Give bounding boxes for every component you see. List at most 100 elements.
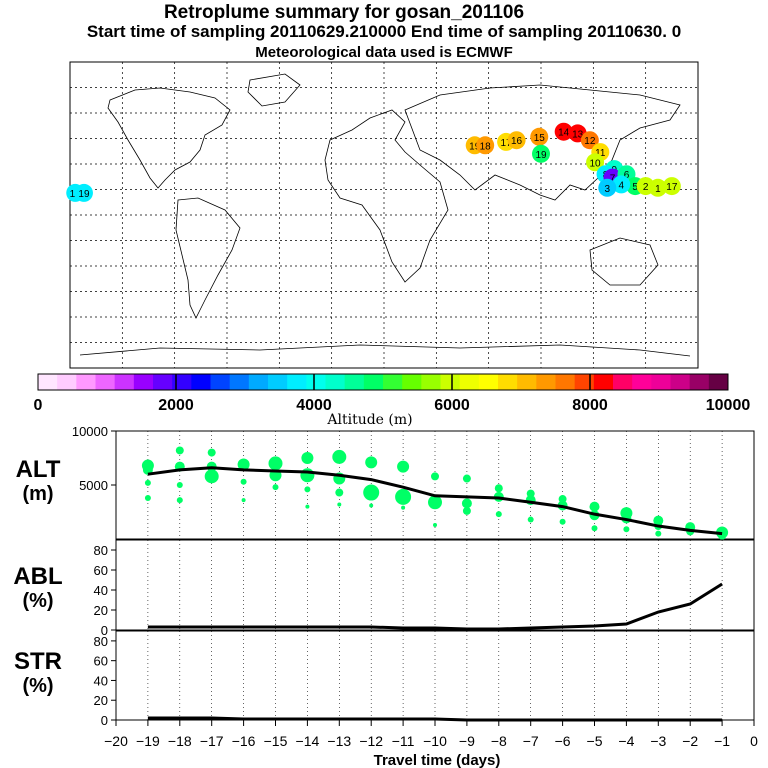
- y-tick-label: 0: [101, 623, 108, 638]
- alt-cluster-point: [655, 530, 662, 537]
- plume-marker-dot: [74, 183, 93, 202]
- plume-marker-dot: [554, 122, 573, 141]
- y-tick-label: 40: [94, 583, 108, 598]
- y-tick-label: 40: [94, 673, 108, 688]
- alt-cluster-point: [527, 516, 534, 523]
- plume-marker-label: 19: [78, 189, 90, 200]
- plume-marker-label: 4: [618, 180, 624, 191]
- abl-unit-text: (%): [22, 590, 54, 612]
- plume-marker-label: 2: [643, 182, 649, 193]
- alt-series-line: [147, 466, 723, 536]
- y-tick-label: 20: [94, 693, 108, 708]
- alt-cluster-point: [462, 506, 471, 515]
- x-tick-label: −8: [491, 733, 507, 749]
- north-america-coast: [107, 87, 231, 189]
- alt-cluster-point: [365, 456, 378, 469]
- alt-cluster-point: [304, 486, 311, 493]
- alt-cluster-point: [237, 458, 250, 471]
- alt-cluster-point: [240, 478, 247, 485]
- alt-cluster-point: [428, 495, 442, 510]
- x-tick-label: −19: [136, 733, 160, 749]
- str-panel: 0 20 40 60 80: [94, 630, 755, 728]
- plume-marker-label: 19: [469, 141, 481, 152]
- plume-marker-label: 5: [632, 182, 638, 193]
- plume-marker-label: 6: [624, 170, 630, 181]
- alt-cluster-point: [559, 518, 566, 525]
- x-tick-label: −12: [359, 733, 383, 749]
- alt-cluster-point: [175, 446, 184, 455]
- alt-cluster-point: [589, 501, 600, 512]
- plume-marker-dot: [648, 178, 667, 197]
- abl-series-line: [147, 582, 723, 631]
- abl-panel-label: ABL (%): [0, 565, 76, 613]
- alt-cluster-point: [144, 479, 151, 486]
- y-tick-label: 5000: [79, 478, 108, 493]
- plume-marker-label: 11: [595, 148, 606, 159]
- alt-cluster-point: [207, 448, 216, 457]
- alt-cluster-point: [176, 482, 183, 488]
- x-tick-label: −7: [523, 733, 539, 749]
- plume-marker-dot: [580, 131, 599, 150]
- y-tick-label: 0: [101, 713, 108, 728]
- plume-marker-label: 10: [590, 158, 602, 169]
- plume-marker-label: 3: [605, 184, 611, 195]
- str-panel-label: STR (%): [0, 650, 76, 698]
- plume-marker-label: 17: [501, 138, 513, 149]
- alt-cluster-point: [591, 525, 598, 532]
- abl-label-text: ABL: [13, 563, 63, 590]
- y-tick-label: 60: [94, 563, 108, 578]
- x-tick-label: −20: [104, 733, 128, 749]
- alt-cluster-point: [144, 494, 151, 501]
- alt-cluster-point: [462, 474, 471, 483]
- y-tick-label: 20: [94, 603, 108, 618]
- australia-coast: [589, 237, 659, 286]
- x-tick-label: 0: [750, 733, 758, 749]
- str-unit-text: (%): [22, 675, 54, 697]
- x-tick-label: −18: [168, 733, 192, 749]
- plume-marker-label: 14: [558, 128, 570, 139]
- x-tick-label: −4: [618, 733, 634, 749]
- alt-cluster-point: [337, 502, 342, 507]
- alt-cluster-point: [461, 498, 472, 509]
- alt-cluster-point: [335, 488, 344, 497]
- x-tick-label: −9: [459, 733, 475, 749]
- plume-marker-label: 18: [480, 141, 492, 152]
- plume-marker-dot: [530, 127, 549, 146]
- abl-panel: 0 20 40 60 80: [94, 539, 755, 638]
- greenland-coast: [247, 73, 301, 107]
- alt-cluster-point: [301, 452, 314, 464]
- alt-cluster-point: [176, 497, 183, 504]
- x-tick-label: −6: [555, 733, 571, 749]
- x-axis-label: Travel time (days): [374, 752, 501, 768]
- alt-panel: 5000 10000: [72, 424, 755, 540]
- plume-marker-label: 19: [535, 150, 547, 161]
- x-tick-label: −10: [423, 733, 447, 749]
- europe-africa-coast: [324, 109, 449, 283]
- x-axis: −20 −19 −18 −17 −16 −15 −14 −13 −12 −11 −10 −9 −8 −7−…: [104, 720, 758, 749]
- alt-cluster-point: [204, 469, 219, 484]
- sampling-time-line: Start time of sampling 20110629.210000 E…: [86, 22, 682, 41]
- plume-marker-dot: [662, 177, 681, 196]
- alt-cluster-point: [363, 484, 380, 501]
- plume-marker-dot: [507, 131, 526, 150]
- plume-marker-dot: [598, 178, 617, 197]
- chart-title: Retroplume summary for gosan_201106: [163, 2, 525, 23]
- plume-marker-dot: [586, 153, 605, 172]
- x-tick-label: −1: [714, 733, 730, 749]
- alt-unit-text: (m): [22, 483, 54, 505]
- x-tick-label: −2: [682, 733, 698, 749]
- alt-cluster-point: [241, 498, 246, 503]
- x-tick-label: −5: [587, 733, 603, 749]
- plume-marker-label: 15: [534, 133, 546, 144]
- south-america-coast: [175, 197, 241, 319]
- x-tick-label: −11: [392, 733, 415, 749]
- y-tick-label: 80: [94, 634, 108, 649]
- plume-marker-label: 1: [655, 184, 661, 195]
- x-tick-label: −14: [296, 733, 320, 749]
- alt-cluster-point: [305, 504, 310, 509]
- plume-marker-label: 7: [610, 174, 616, 185]
- plume-markers: 1919191817161514131211109876543211719: [66, 122, 681, 202]
- plume-marker-label: 16: [511, 136, 523, 147]
